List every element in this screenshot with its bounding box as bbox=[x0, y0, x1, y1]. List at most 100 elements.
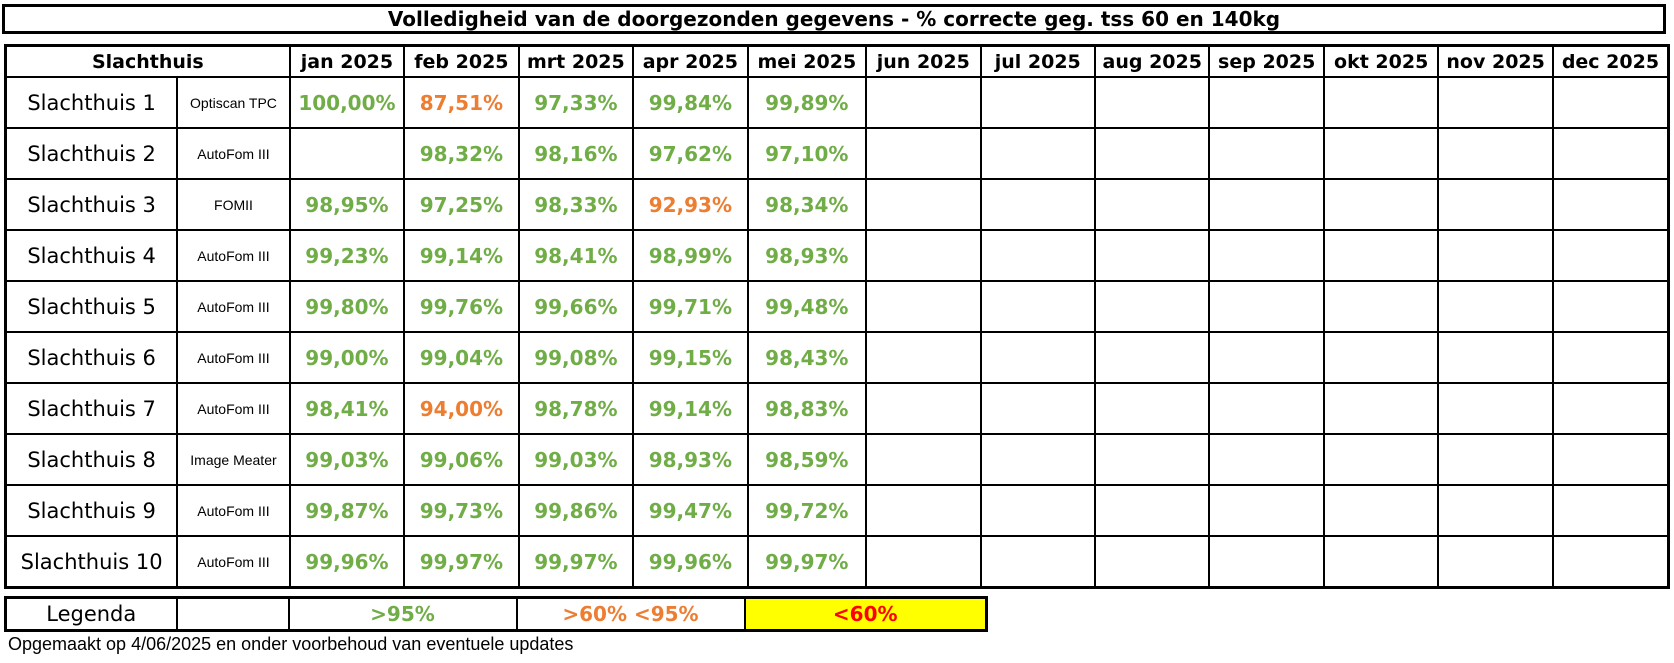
device-name: AutoFom III bbox=[176, 280, 291, 333]
value-cell: 99,47% bbox=[632, 484, 749, 537]
report-title: Volledigheid van de doorgezonden gegeven… bbox=[2, 4, 1666, 34]
value-cell bbox=[865, 280, 982, 333]
value-cell bbox=[1322, 433, 1440, 486]
value-cell bbox=[1208, 535, 1325, 589]
value-cell: 99,23% bbox=[288, 229, 406, 282]
value-cell: 98,59% bbox=[746, 433, 868, 486]
value-cell bbox=[1437, 331, 1554, 384]
value-cell bbox=[1093, 484, 1211, 537]
header-month: aug 2025 bbox=[1093, 44, 1211, 78]
value-cell bbox=[865, 484, 982, 537]
value-cell bbox=[1437, 280, 1554, 333]
value-cell bbox=[979, 178, 1097, 231]
value-cell bbox=[865, 331, 982, 384]
value-cell: 99,04% bbox=[403, 331, 520, 384]
value-cell: 99,80% bbox=[288, 280, 406, 333]
value-cell bbox=[1322, 331, 1440, 384]
value-cell bbox=[865, 76, 982, 129]
legend-empty-cell bbox=[175, 596, 290, 632]
value-cell: 98,43% bbox=[746, 331, 868, 384]
value-cell: 99,87% bbox=[288, 484, 406, 537]
value-cell: 99,08% bbox=[517, 331, 635, 384]
value-cell bbox=[1437, 127, 1554, 180]
device-name: AutoFom III bbox=[176, 331, 291, 384]
legend-label: Legenda bbox=[4, 596, 178, 632]
value-cell bbox=[1437, 178, 1554, 231]
value-cell bbox=[1208, 331, 1325, 384]
slachthuis-name: Slachthuis 2 bbox=[4, 127, 179, 180]
header-month: mei 2025 bbox=[746, 44, 868, 78]
value-cell: 99,03% bbox=[517, 433, 635, 486]
value-cell bbox=[1551, 484, 1670, 537]
value-cell bbox=[1093, 127, 1211, 180]
value-cell: 99,71% bbox=[632, 280, 749, 333]
value-cell: 98,34% bbox=[746, 178, 868, 231]
value-cell: 98,78% bbox=[517, 382, 635, 435]
value-cell bbox=[1437, 229, 1554, 282]
value-cell bbox=[1322, 382, 1440, 435]
value-cell bbox=[1437, 484, 1554, 537]
header-row: Slachthuis jan 2025 feb 2025 mrt 2025 ap… bbox=[4, 44, 1670, 78]
slachthuis-name: Slachthuis 10 bbox=[4, 535, 179, 589]
slachthuis-name: Slachthuis 4 bbox=[4, 229, 179, 282]
value-cell bbox=[1437, 76, 1554, 129]
value-cell: 98,83% bbox=[746, 382, 868, 435]
value-cell: 99,97% bbox=[746, 535, 868, 589]
value-cell: 98,41% bbox=[517, 229, 635, 282]
value-cell: 97,62% bbox=[632, 127, 749, 180]
value-cell: 99,66% bbox=[517, 280, 635, 333]
table-row: Slachthuis 5 AutoFom III 99,80% 99,76% 99,66… bbox=[4, 280, 1670, 333]
slachthuis-name: Slachthuis 7 bbox=[4, 382, 179, 435]
slachthuis-name: Slachthuis 3 bbox=[4, 178, 179, 231]
value-cell bbox=[865, 382, 982, 435]
value-cell: 99,72% bbox=[746, 484, 868, 537]
value-cell bbox=[1093, 178, 1211, 231]
header-month: jan 2025 bbox=[288, 44, 406, 78]
value-cell bbox=[1208, 178, 1325, 231]
device-name: AutoFom III bbox=[176, 484, 291, 537]
value-cell bbox=[1322, 76, 1440, 129]
table-row: Slachthuis 3 FOMII 98,95% 97,25% 98,33% 92,93… bbox=[4, 178, 1670, 231]
value-cell: 100,00% bbox=[288, 76, 406, 129]
value-cell bbox=[865, 229, 982, 282]
header-month: apr 2025 bbox=[632, 44, 749, 78]
value-cell bbox=[979, 229, 1097, 282]
slachthuis-name: Slachthuis 6 bbox=[4, 331, 179, 384]
value-cell bbox=[1437, 433, 1554, 486]
device-name: AutoFom III bbox=[176, 382, 291, 435]
value-cell bbox=[1093, 280, 1211, 333]
table-row: Slachthuis 1 Optiscan TPC 100,00% 87,51% 97,… bbox=[4, 76, 1670, 129]
slachthuis-name: Slachthuis 5 bbox=[4, 280, 179, 333]
value-cell: 99,96% bbox=[288, 535, 406, 589]
header-month: nov 2025 bbox=[1437, 44, 1554, 78]
value-cell: 99,03% bbox=[288, 433, 406, 486]
value-cell: 99,14% bbox=[632, 382, 749, 435]
legend-red: <60% bbox=[743, 596, 988, 632]
value-cell: 99,96% bbox=[632, 535, 749, 589]
value-cell bbox=[1322, 535, 1440, 589]
value-cell bbox=[1551, 178, 1670, 231]
value-cell bbox=[1551, 127, 1670, 180]
header-slachthuis: Slachthuis bbox=[4, 44, 291, 78]
value-cell: 99,86% bbox=[517, 484, 635, 537]
value-cell bbox=[1551, 280, 1670, 333]
value-cell bbox=[1551, 229, 1670, 282]
value-cell bbox=[1551, 535, 1670, 589]
value-cell bbox=[1322, 229, 1440, 282]
value-cell bbox=[1208, 127, 1325, 180]
value-cell bbox=[1208, 280, 1325, 333]
value-cell bbox=[865, 535, 982, 589]
value-cell: 99,06% bbox=[403, 433, 520, 486]
device-name: Image Meater bbox=[176, 433, 291, 486]
header-month: okt 2025 bbox=[1322, 44, 1440, 78]
value-cell: 99,15% bbox=[632, 331, 749, 384]
value-cell bbox=[1322, 178, 1440, 231]
value-cell bbox=[1093, 382, 1211, 435]
value-cell bbox=[979, 127, 1097, 180]
value-cell: 92,93% bbox=[632, 178, 749, 231]
value-cell bbox=[979, 76, 1097, 129]
value-cell: 98,95% bbox=[288, 178, 406, 231]
value-cell: 99,14% bbox=[403, 229, 520, 282]
footnote: Opgemaakt op 4/06/2025 en onder voorbeho… bbox=[8, 634, 574, 654]
table-row: Slachthuis 10 AutoFom III 99,96% 99,97% 99,9… bbox=[4, 535, 1670, 589]
